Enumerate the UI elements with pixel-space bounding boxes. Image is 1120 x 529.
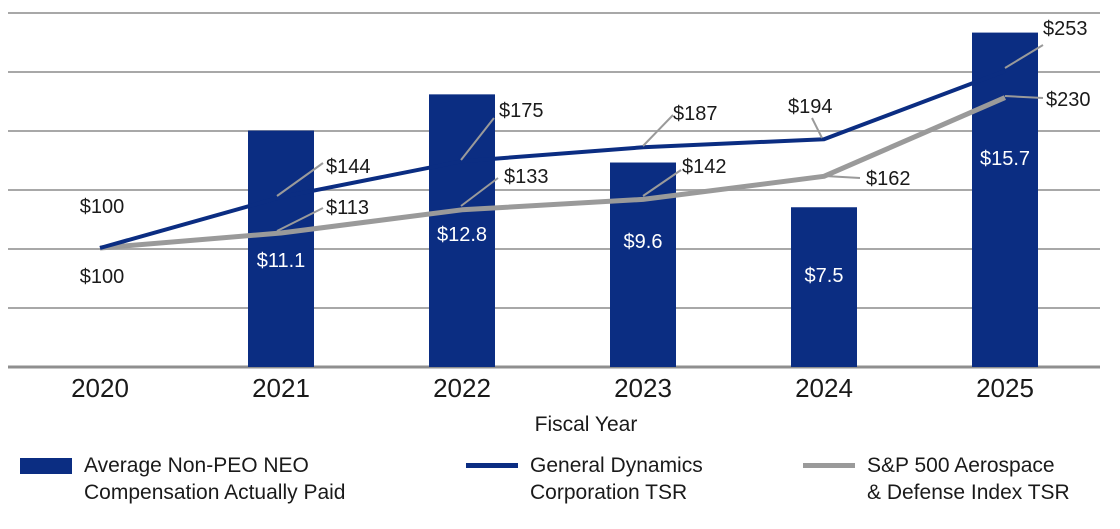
legend-item-compensation: Average Non-PEO NEO Compensation Actuall… (20, 452, 346, 506)
compensation-bar (610, 162, 676, 367)
legend: Average Non-PEO NEO Compensation Actuall… (0, 452, 1120, 512)
x-tick-label: 2024 (795, 373, 853, 403)
compensation-bar (429, 94, 495, 368)
legend-gd-line2: Corporation TSR (530, 481, 688, 504)
bar-value-label: $7.5 (805, 265, 844, 287)
compensation-bar (791, 207, 857, 367)
gd-label-leader (811, 117, 823, 139)
bar-value-label: $12.8 (437, 224, 487, 246)
gd-tsr-value-label: $253 (1043, 18, 1088, 40)
gd-tsr-value-label: $144 (326, 156, 371, 178)
legend-item-sp-tsr: S&P 500 Aerospace & Defense Index TSR (803, 452, 1070, 506)
compensation-bar (248, 130, 314, 367)
x-tick-label: 2020 (71, 373, 129, 403)
sp-label-leader (824, 175, 861, 179)
legend-item-gd-tsr: General Dynamics Corporation TSR (466, 452, 703, 506)
gd-tsr-value-label: $187 (673, 103, 718, 125)
bar-value-label: $15.7 (980, 148, 1030, 170)
x-tick-label: 2023 (614, 373, 672, 403)
gd-tsr-value-label: $100 (80, 196, 125, 218)
tsr-lines (99, 69, 1006, 251)
label-leader-lines (276, 44, 1044, 232)
sp-tsr-value-label: $162 (866, 168, 911, 190)
compensation-bar (972, 32, 1038, 368)
x-tick-label: 2025 (976, 373, 1034, 403)
x-axis-ticks: 2020 2021 2022 2023 2024 2025 (71, 373, 1034, 403)
compensation-bars (248, 32, 1038, 368)
sp-tsr-value-label: $230 (1046, 89, 1091, 111)
gd-label-leader (1004, 44, 1044, 69)
sp-tsr-value-label: $113 (326, 197, 369, 219)
x-tick-label: 2021 (252, 373, 310, 403)
sp-tsr-value-label: $100 (80, 266, 125, 288)
chart: $11.1 $12.8 $9.6 $7.5 $15.7 $100 $144 $175 $187 $… (8, 12, 1100, 436)
bar-value-label: $11.1 (257, 250, 306, 272)
legend-compensation-line2: Compensation Actually Paid (84, 481, 346, 504)
gd-label-leader (460, 117, 495, 161)
legend-swatch-sp-line (803, 463, 855, 468)
sp-label-leader (276, 207, 324, 232)
legend-swatch-bar (20, 458, 72, 474)
gd-tsr-line (99, 69, 1006, 250)
sp-tsr-value-label: $133 (504, 166, 549, 188)
bar-value-label: $9.6 (624, 231, 663, 253)
legend-sp-line1: S&P 500 Aerospace (867, 454, 1055, 477)
legend-gd-line1: General Dynamics (530, 454, 703, 477)
legend-sp-line2: & Defense Index TSR (867, 481, 1070, 504)
sp-tsr-value-label: $142 (682, 156, 727, 178)
gd-label-leader (642, 114, 674, 147)
sp-tsr-line (99, 95, 1006, 251)
gd-tsr-value-label: $175 (499, 100, 544, 122)
legend-swatch-gd-line (466, 463, 518, 468)
data-labels: $11.1 $12.8 $9.6 $7.5 $15.7 $100 $144 $175 $187 $… (80, 18, 1091, 288)
sp-label-leader (642, 169, 682, 197)
x-axis-label: Fiscal Year (535, 413, 638, 436)
sp-label-leader (460, 177, 499, 207)
sp-label-leader (1004, 95, 1044, 99)
x-tick-label: 2022 (433, 373, 491, 403)
gridlines (8, 12, 1100, 369)
legend-compensation-line1: Average Non-PEO NEO (84, 454, 309, 477)
gd-tsr-value-label: $194 (788, 96, 833, 118)
gd-label-leader (276, 162, 324, 197)
